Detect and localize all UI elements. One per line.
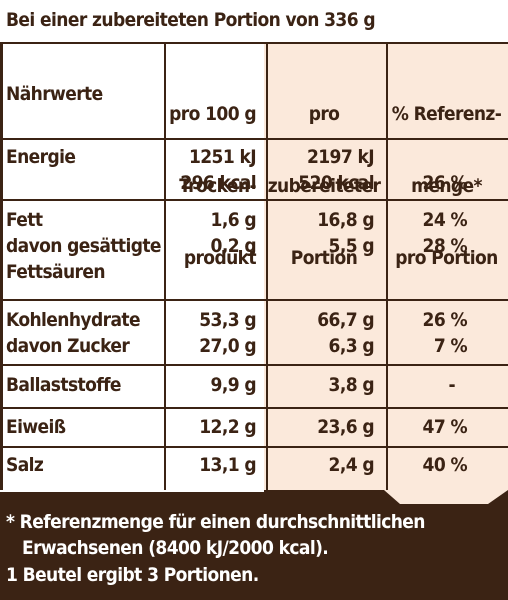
eiweiss-reference: 47 % [422, 416, 468, 438]
row-divider [3, 364, 508, 366]
row-label-salz: Salz [6, 454, 44, 476]
ballaststoffe-per100: 9,9 g [210, 374, 257, 396]
fett-per100: 1,6 g [210, 209, 257, 231]
gesaettigte-per100: 0,2 g [210, 235, 257, 257]
column-header-reference-line: menge* [411, 175, 482, 197]
column-header-reference-line: pro Portion [395, 247, 498, 269]
column-header-per100-line: produkt [183, 247, 257, 269]
kohlenhydrate-per100: 53,3 g [199, 309, 256, 331]
footnote-line-1: * Referenzmenge für einen durchschnittli… [6, 511, 425, 533]
salz-per100: 13,1 g [199, 454, 256, 476]
gesaettigte-portion: 5,5 g [328, 235, 375, 257]
column-header-portion-line: zubereiteter [267, 175, 381, 197]
salz-reference: 40 % [422, 454, 468, 476]
gesaettigte-reference: 28 % [422, 235, 468, 257]
eiweiss-per100: 12,2 g [199, 416, 256, 438]
column-header-nutrient: Nährwerte [6, 83, 103, 105]
energie-reference: 26 % [422, 172, 468, 194]
eiweiss-portion: 23,6 g [317, 416, 374, 438]
fett-portion: 16,8 g [317, 209, 374, 231]
column-header-per100: pro 100 g Trocken- produkt [162, 54, 256, 318]
label-header: Bei einer zubereiteten Portion von 336 g [0, 0, 508, 44]
zucker-per100: 27,0 g [199, 335, 256, 357]
row-divider [3, 407, 508, 409]
energie-portion-kj: 2197 kJ [306, 146, 375, 168]
fett-reference: 24 % [422, 209, 468, 231]
row-label-energie: Energie [6, 146, 76, 168]
footer-notch-shape [0, 490, 508, 504]
energie-per100-kcal: 296 kcal [180, 172, 256, 194]
row-label-kohlenhydrate: Kohlenhydrate [6, 309, 141, 331]
table-grid [0, 44, 508, 490]
salz-portion: 2,4 g [328, 454, 375, 476]
row-label-eiweiss: Eiweiß [6, 416, 66, 438]
header-title: Bei einer zubereiteten Portion von 336 g [6, 9, 376, 31]
ballaststoffe-reference: - [448, 374, 456, 396]
nutrition-table: Nährwerte pro 100 g Trocken- produkt pro… [0, 44, 508, 490]
zucker-reference: 7 % [433, 335, 468, 357]
column-header-reference-line: % Referenz- [391, 103, 502, 125]
column-header-portion-line: pro [308, 103, 340, 125]
kohlenhydrate-reference: 26 % [422, 309, 468, 331]
column-divider-1 [164, 44, 166, 490]
column-header-portion-line: Portion [290, 247, 358, 269]
row-divider [3, 446, 508, 448]
column-header-per100-line: Trocken- [179, 175, 256, 197]
row-divider [3, 199, 508, 201]
row-divider [3, 138, 508, 140]
kohlenhydrate-portion: 66,7 g [317, 309, 374, 331]
energie-per100-kj: 1251 kJ [188, 146, 257, 168]
column-header-portion: pro zubereiteter Portion [264, 54, 384, 318]
ballaststoffe-portion: 3,8 g [328, 374, 375, 396]
row-label-gesaettigte-l1: davon gesättigte [6, 235, 162, 257]
row-label-gesaettigte-l2: Fettsäuren [6, 261, 106, 283]
footnote-line-3: 1 Beutel ergibt 3 Portionen. [6, 564, 259, 586]
row-label-ballaststoffe: Ballaststoffe [6, 374, 122, 396]
table-bg-left [0, 44, 264, 490]
column-divider-3 [386, 44, 388, 490]
footnote-line-2: Erwachsenen (8400 kJ/2000 kcal). [22, 537, 329, 559]
row-divider [3, 299, 508, 301]
column-header-reference: % Referenz- menge* pro Portion [385, 54, 508, 318]
label-footer: * Referenzmenge für einen durchschnittli… [0, 490, 508, 600]
energie-portion-kcal: 520 kcal [298, 172, 374, 194]
row-label-zucker: davon Zucker [6, 335, 130, 357]
zucker-portion: 6,3 g [328, 335, 375, 357]
column-header-per100-line: pro 100 g [169, 103, 256, 125]
row-label-fett: Fett [6, 209, 43, 231]
column-divider-2 [266, 44, 268, 490]
